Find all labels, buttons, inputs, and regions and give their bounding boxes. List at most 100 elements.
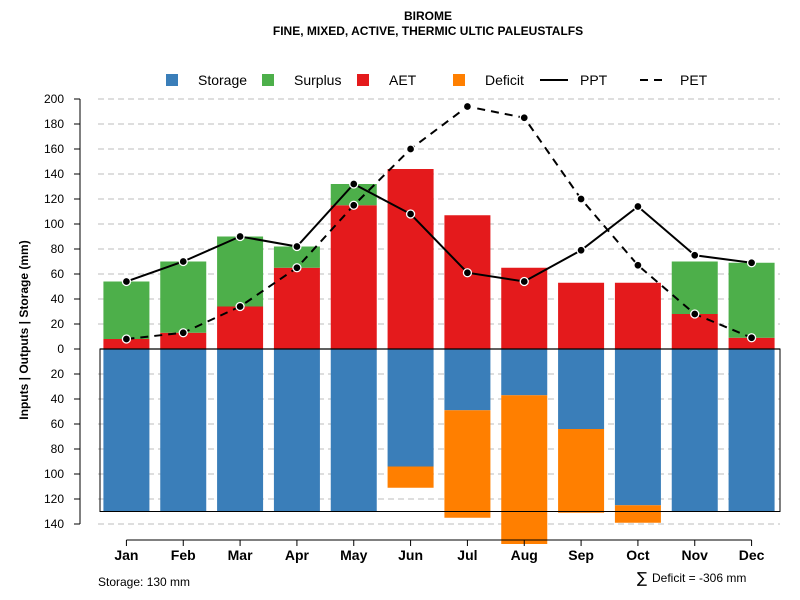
axes: 0 20 40 60 80 100 120 140 160 180 200 20 40 60 80 100 12… [44,92,765,563]
chart-subtitle: FINE, MIXED, ACTIVE, THERMIC ULTIC PALEU… [273,24,583,38]
legend-swatch-surplus [262,74,274,86]
ppt-point-sep [576,245,586,255]
x-tick-label-jul: Jul [457,547,477,563]
bar-aet-may [330,205,377,349]
y-axis-label: Inputs | Outputs | Storage (mm) [17,240,31,419]
bar-deficit-sep [558,429,605,513]
ppt-point-apr [292,241,302,252]
pet-point-nov [690,309,700,319]
bar-storage-mar [217,349,264,512]
y-tick-label: 20 [51,317,65,331]
ppt-point-jan [121,276,132,287]
bar-surplus-feb [160,261,207,333]
x-tick-label-aug: Aug [511,547,538,563]
bar-storage-aug [501,349,548,396]
x-tick-label-jan: Jan [114,547,138,563]
ppt-point-feb [178,256,188,267]
bar-surplus-apr [273,246,320,268]
legend-swatch-aet [357,74,369,86]
bar-aet-oct [614,282,661,349]
y-tick-label: 180 [44,117,64,131]
chart-title: BIROME [404,9,452,23]
y-tick-label: 60 [51,267,65,281]
legend: Storage Surplus AET Deficit PPT PET [166,72,708,88]
deficit-footnote: Deficit = -306 mm [652,571,746,585]
bar-deficit-jul [444,410,491,518]
x-tick-label-apr: Apr [285,547,310,563]
storage-footnote: Storage: 130 mm [98,575,190,589]
deficit-sum-symbol: ∑ [637,569,647,587]
bar-aet-feb [160,332,207,349]
bar-storage-sep [558,349,605,429]
x-tick-label-nov: Nov [682,547,709,563]
pet-point-apr [292,263,302,273]
pet-point-jul [462,101,473,112]
legend-label-surplus: Surplus [294,72,341,88]
bar-storage-apr [273,349,320,512]
x-tick-label-sep: Sep [568,547,594,563]
legend-label-pet: PET [680,72,708,88]
y-tick-label: 120 [44,192,64,206]
bar-aet-sep [558,282,605,349]
x-tick-label-may: May [340,547,367,563]
x-tick-label-mar: Mar [228,547,253,563]
y-tick-label: 160 [44,142,64,156]
bar-surplus-jan [103,281,150,339]
y-tick-label: 80 [51,242,65,256]
legend-swatch-deficit [453,74,465,86]
y-tick-label: 20 [51,367,65,381]
bar-storage-feb [160,349,207,512]
bar-storage-jul [444,349,491,411]
ppt-point-mar [235,231,245,242]
bar-deficit-jun [387,466,434,488]
legend-label-storage: Storage [198,72,247,88]
ppt-point-dec [746,258,757,268]
pet-point-mar [235,301,245,312]
y-tick-label: 200 [44,92,64,106]
bar-storage-jun [387,349,434,467]
ppt-point-jun [405,209,416,219]
legend-label-ppt: PPT [580,72,608,88]
x-tick-label-dec: Dec [739,547,765,563]
y-tick-label: 60 [51,417,65,431]
pet-point-feb [178,328,188,338]
ppt-point-aug [519,276,529,287]
pet-point-may [349,200,359,210]
ppt-point-may [349,179,359,189]
bars [99,169,781,544]
bar-storage-jan [103,349,150,512]
bar-aet-apr [273,267,320,349]
x-tick-label-oct: Oct [626,547,650,563]
y-tick-label: 0 [57,342,64,356]
bar-storage-nov [671,349,718,512]
pet-point-sep [576,194,586,204]
legend-label-aet: AET [389,72,417,88]
y-tick-label: 120 [44,492,64,506]
y-tick-label: 100 [44,467,64,481]
y-tick-label: 40 [51,292,65,306]
lines [121,101,757,344]
ppt-point-nov [690,250,700,260]
x-tick-label-feb: Feb [171,547,196,563]
pet-point-dec [746,333,757,343]
ppt-point-jul [462,268,473,278]
legend-label-deficit: Deficit [485,72,524,88]
bar-storage-dec [728,349,775,512]
legend-swatch-storage [166,74,178,86]
y-tick-label: 140 [44,517,64,531]
bar-aet-jul [444,215,491,349]
bar-aet-dec [728,337,775,349]
pet-point-aug [519,113,529,123]
bar-aet-jan [103,339,150,349]
bar-surplus-nov [671,261,718,314]
y-tick-label: 80 [51,442,65,456]
pet-point-oct [633,260,643,270]
bar-aet-jun [387,169,434,349]
bar-deficit-aug [501,395,548,544]
y-tick-label: 40 [51,392,65,406]
bar-aet-nov [671,314,718,349]
x-tick-label-jun: Jun [398,547,423,563]
y-tick-label: 100 [44,217,64,231]
pet-point-jan [121,334,132,344]
bar-surplus-mar [217,236,264,307]
